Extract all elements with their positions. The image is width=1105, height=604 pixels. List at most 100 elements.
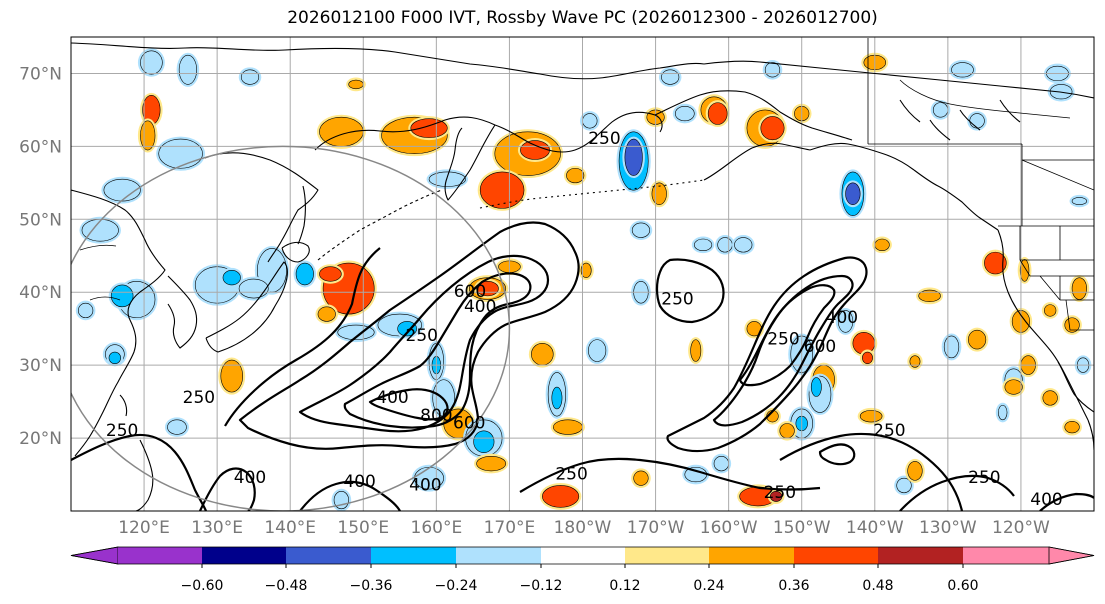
ivt-contour-400-southwest xyxy=(199,467,256,511)
coastline-kamchatka xyxy=(444,124,496,201)
contour-label: 600 xyxy=(454,282,486,302)
coastline-chukotka-anadyr xyxy=(529,111,663,153)
positive-anomaly-patch xyxy=(479,171,525,209)
coastline-alaska-peninsula xyxy=(703,142,811,181)
negative-anomaly-patch xyxy=(896,477,912,494)
colorbar-segment xyxy=(709,547,794,564)
positive-anomaly-patch xyxy=(633,470,649,486)
colorbar-extend-high xyxy=(1048,546,1095,565)
coastline-alaska-north xyxy=(703,60,1094,99)
longitude-label: 170°W xyxy=(627,518,685,538)
contour-label: 400 xyxy=(234,468,266,488)
ivt-contour-400-east xyxy=(712,274,854,427)
negative-anomaly-patch xyxy=(81,219,119,242)
positive-anomaly-patch xyxy=(410,118,448,138)
colorbar-tick-label: 0.36 xyxy=(778,578,809,594)
longitude-label: 180°W xyxy=(554,518,612,538)
coastline-siberia-east xyxy=(204,152,319,263)
colorbar-segment xyxy=(118,547,202,564)
longitude-labels: 120°E 130°E 140°E 150°E 160°E 170°E 180°W 170°W… xyxy=(118,518,1050,538)
longitude-label: 130°E xyxy=(191,518,243,538)
longitude-label: 150°W xyxy=(773,518,831,538)
negative-anomaly-patch xyxy=(713,456,729,472)
positive-anomaly-patch xyxy=(580,262,592,278)
colorbar-tick-label: −0.48 xyxy=(265,578,308,594)
positive-anomaly-patch xyxy=(859,410,883,423)
coastline-okhotsk-sea xyxy=(314,116,531,151)
positive-anomaly-patch xyxy=(760,116,785,141)
positive-anomaly-patch xyxy=(566,167,585,184)
colorbar-segment xyxy=(963,547,1049,564)
positive-anomaly-patch xyxy=(1019,259,1030,282)
ivt-contour-400-south-center xyxy=(299,480,401,511)
colorbar: −0.60 −0.48 −0.36 −0.24 −0.12 0.12 0.24 0.36 0.4… xyxy=(70,546,1095,594)
positive-anomaly-patch xyxy=(1071,277,1087,300)
negative-anomaly-patch xyxy=(661,69,680,85)
contour-label: 600 xyxy=(804,337,836,357)
region-of-interest-circle xyxy=(71,145,511,511)
positive-anomaly-patch xyxy=(984,251,1007,275)
contour-label: 250 xyxy=(764,483,796,503)
colorbar-tick-label: 0.60 xyxy=(947,578,978,594)
positive-anomaly-patch xyxy=(140,120,156,151)
coastline-canada-pacific xyxy=(913,169,999,231)
contour-label: 250 xyxy=(767,330,799,350)
longitude-label: 130°W xyxy=(919,518,977,538)
ivt-contour-250-south-east xyxy=(779,432,964,511)
negative-anomaly-patch xyxy=(943,335,960,359)
negative-anomaly-patch xyxy=(238,278,269,299)
negative-anomaly-patch xyxy=(969,113,985,129)
coastline-sakhalin xyxy=(297,185,306,245)
latitude-label: 50°N xyxy=(19,210,62,230)
coastlines xyxy=(71,38,1094,511)
ivt-contour-250-east xyxy=(666,256,868,453)
longitude-label: 140°E xyxy=(264,518,316,538)
longitude-label: 120°E xyxy=(118,518,170,538)
contour-label: 400 xyxy=(1030,490,1062,510)
contour-label: 400 xyxy=(409,475,441,495)
coastline-alaska-west xyxy=(654,90,853,141)
colorbar-segment xyxy=(541,547,625,564)
longitude-label: 170°E xyxy=(484,518,536,538)
border-canada-north xyxy=(868,79,1071,145)
latitude-label: 40°N xyxy=(19,283,62,303)
colorbar-tick-label: 0.48 xyxy=(862,578,893,594)
negative-anomaly-patch xyxy=(428,171,466,187)
negative-anomaly-patch xyxy=(473,430,495,453)
colorbar-tick-label: −0.60 xyxy=(181,578,224,594)
negative-anomaly-patch xyxy=(588,339,607,362)
positive-anomaly-patch xyxy=(1042,390,1058,406)
positive-anomaly-patch xyxy=(769,491,783,502)
positive-anomaly-patch xyxy=(552,419,583,435)
positive-anomaly-patch xyxy=(690,339,702,362)
coastline-china-inland-rivers xyxy=(79,244,121,301)
positive-anomaly-patch xyxy=(1064,317,1080,333)
positive-anomaly-patch xyxy=(476,456,507,472)
negative-anomaly-patch xyxy=(110,284,134,308)
contour-label: 800 xyxy=(420,406,452,426)
ivt-contour-250-north-pacific xyxy=(238,221,580,450)
positive-anomaly-patch xyxy=(968,329,987,350)
coastline-baja-california xyxy=(1057,361,1094,413)
contour-label: 250 xyxy=(106,421,138,441)
positive-anomaly-patch xyxy=(862,351,873,364)
contour-label: 250 xyxy=(968,468,1000,488)
coastline-korea-peninsula xyxy=(167,275,198,349)
negative-anomaly-patch xyxy=(717,237,733,253)
positive-anomaly-patch xyxy=(1044,304,1057,317)
border-canada-provinces xyxy=(1021,144,1094,226)
longitude-label: 160°W xyxy=(700,518,758,538)
negative-anomaly-patch xyxy=(158,138,203,169)
ivt-contours xyxy=(71,221,1094,511)
rossby-wave-anomaly-layer xyxy=(75,48,1092,511)
negative-anomaly-patch xyxy=(693,238,713,251)
ivt-contour-250-hawaii-region xyxy=(818,443,856,466)
ivt-contour-250-south-far-east xyxy=(899,474,1094,511)
positive-anomaly-patch xyxy=(317,306,336,322)
colorbar-segment xyxy=(371,547,456,564)
negative-anomaly-patch xyxy=(675,105,695,122)
coastline-china-korea xyxy=(71,189,166,457)
colorbar-segment xyxy=(794,547,878,564)
negative-anomaly-patch xyxy=(764,62,781,78)
colorbar-extend-low xyxy=(70,546,119,565)
